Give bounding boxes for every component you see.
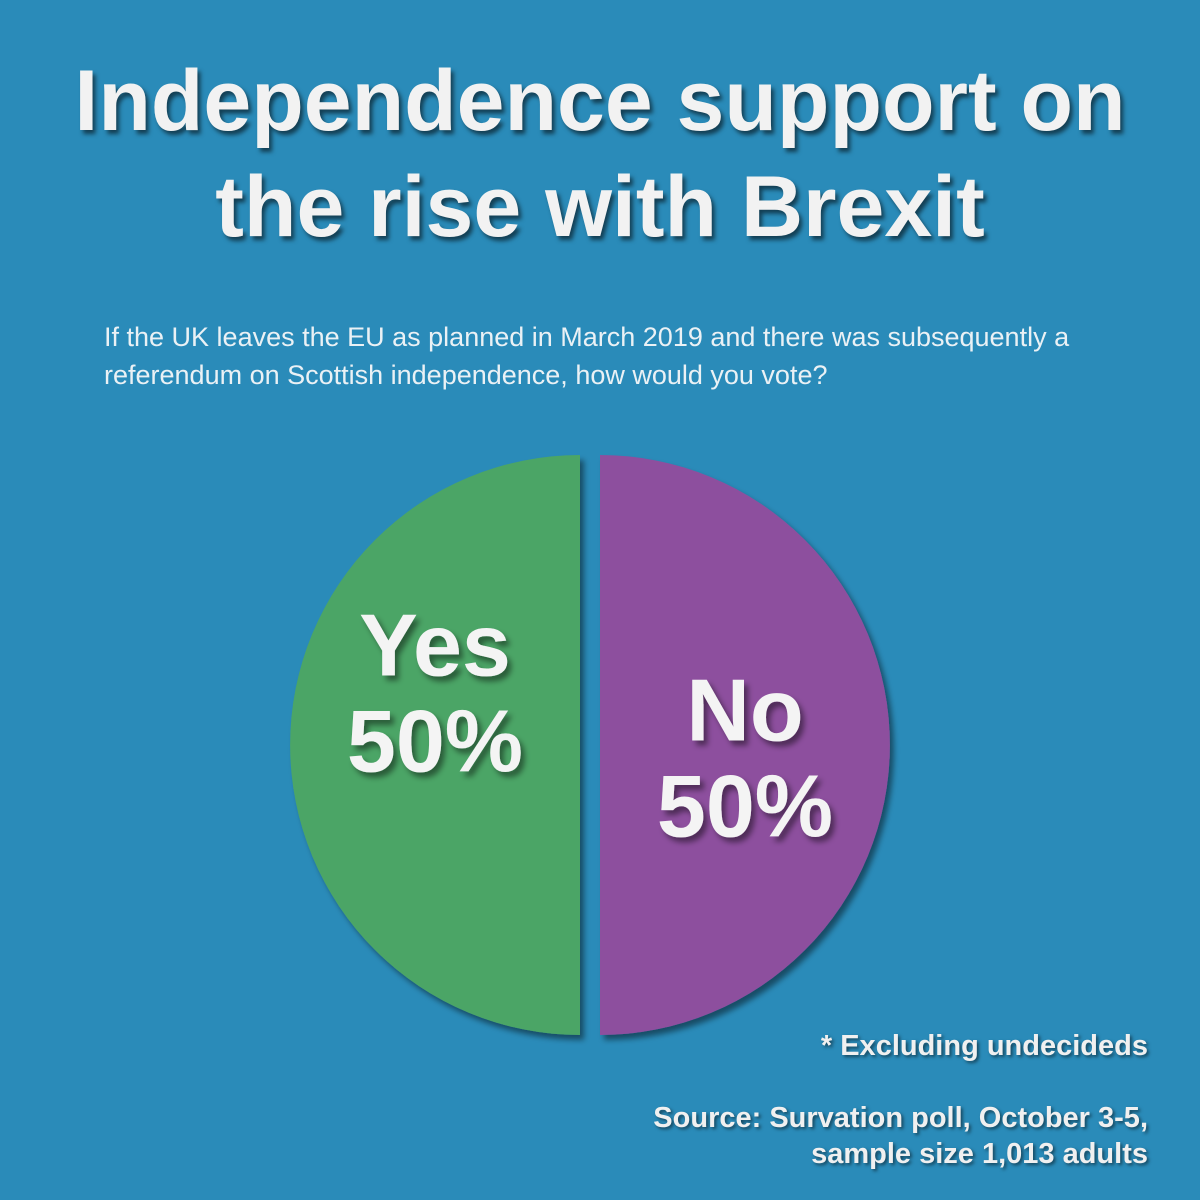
pie-slice	[290, 455, 580, 1035]
footnote: * Excluding undecideds	[820, 1030, 1148, 1062]
slice-category-label: No	[686, 660, 803, 759]
slice-value-label: 50%	[657, 756, 833, 855]
pie-slice	[600, 455, 890, 1035]
slice-category-label: Yes	[359, 595, 511, 694]
slice-value-label: 50%	[347, 691, 523, 790]
source-note: Source: Survation poll, October 3-5, sam…	[653, 1102, 1148, 1170]
chart-title: Independence support on the rise with Br…	[74, 53, 1126, 255]
chart-subtitle: If the UK leaves the EU as planned in Ma…	[104, 322, 1070, 390]
